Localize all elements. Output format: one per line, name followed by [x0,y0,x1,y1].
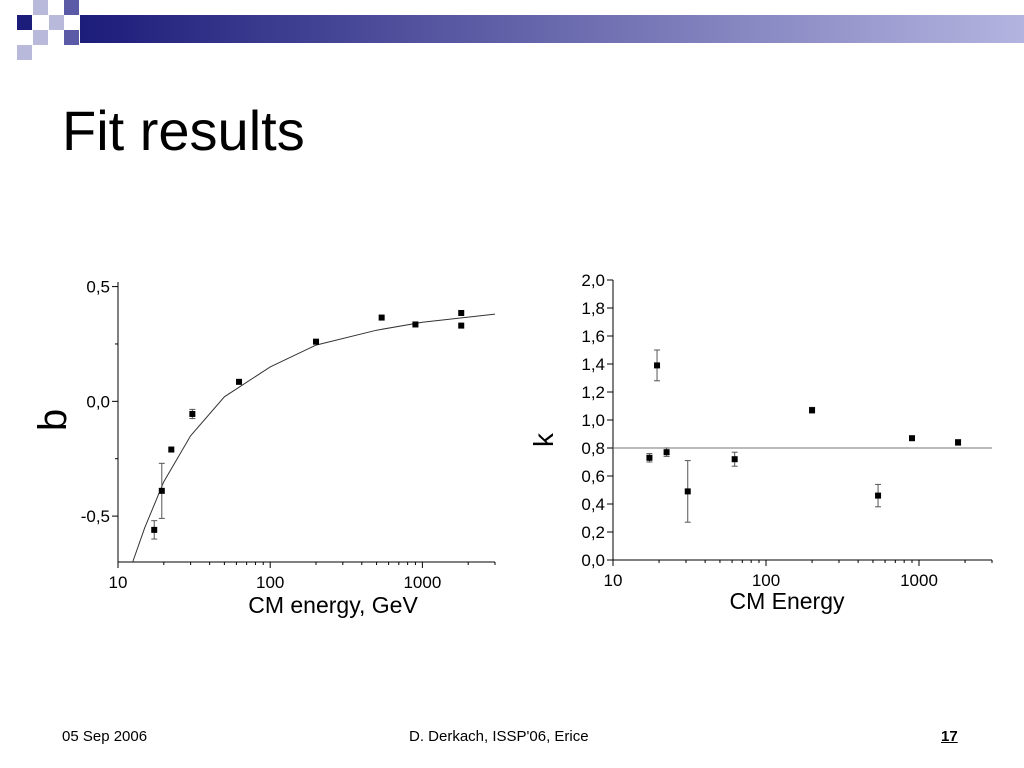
y-tick-label: 0,0 [581,551,605,570]
data-point [236,378,243,385]
x-axis-label: CM energy, GeV [248,592,418,618]
data-point [151,526,158,533]
x-tick-label: 10 [109,573,128,592]
y-axis-label: b [31,409,75,431]
data-point [663,449,670,456]
data-point [158,487,165,494]
data-point [378,314,385,321]
footer-date: 05 Sep 2006 [62,728,148,745]
data-point [412,321,419,328]
y-tick-label: 1,4 [581,355,605,374]
y-tick-label: -0,5 [81,507,110,526]
y-tick-label: 0,4 [581,495,605,514]
deco-square-3 [33,30,48,45]
y-tick-label: 1,8 [581,299,605,318]
deco-square-2 [33,0,48,15]
data-point [168,446,175,453]
data-point [908,435,915,442]
fit-curve [132,313,496,563]
header-decoration [17,0,1024,60]
data-point [654,362,661,369]
slide-title: Fit results [62,99,305,162]
y-tick-label: 0,6 [581,467,605,486]
data-point [875,492,882,499]
x-tick-label: 10 [604,571,623,590]
deco-square-6 [64,30,79,45]
data-point [458,322,465,329]
deco-square-5 [64,0,79,15]
y-tick-label: 0,2 [581,523,605,542]
deco-square-1 [17,15,32,30]
y-tick-label: 1,2 [581,383,605,402]
y-tick-label: 1,6 [581,327,605,346]
data-point [458,309,465,316]
data-point [684,488,691,495]
x-axis-label: CM Energy [729,588,845,614]
header-gradient-bar [80,15,1024,43]
x-tick-label: 1000 [403,573,441,592]
y-tick-label: 0,8 [581,439,605,458]
deco-square-7 [17,45,32,60]
x-tick-label: 100 [752,571,780,590]
data-point [955,439,962,446]
y-tick-label: 1,0 [581,411,605,430]
data-point [189,410,196,417]
data-point [809,407,816,414]
y-axis-label: k [528,432,559,447]
deco-square-4 [49,15,64,30]
data-point [646,454,653,461]
x-tick-label: 100 [256,573,284,592]
page-number: 17 [941,728,958,745]
data-point [313,338,320,345]
footer-author: D. Derkach, ISSP'06, Erice [409,728,589,745]
data-point [731,456,738,463]
y-tick-label: 2,0 [581,271,605,290]
x-tick-label: 1000 [900,571,938,590]
y-tick-label: 0,5 [86,278,110,297]
y-tick-label: 0,0 [86,392,110,411]
